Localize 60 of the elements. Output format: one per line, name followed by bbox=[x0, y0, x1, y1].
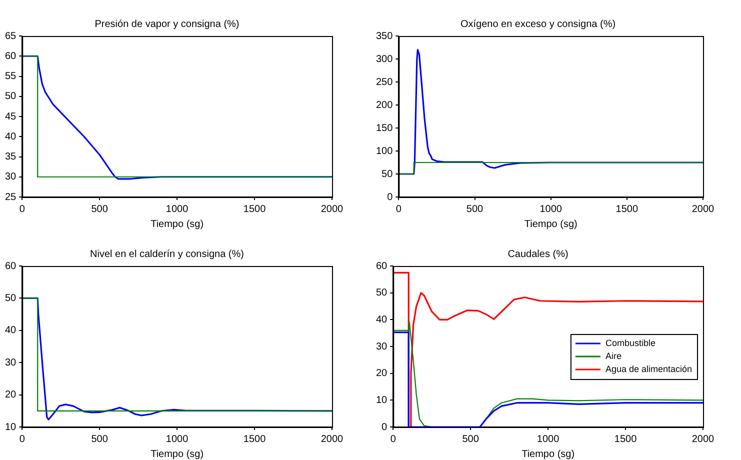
y-tick-label: 30 bbox=[5, 357, 17, 368]
x-axis-title: Tiempo (sg) bbox=[150, 218, 204, 230]
x-axis-title: Tiempo (sg) bbox=[522, 448, 575, 460]
x-tick-label: 1000 bbox=[536, 434, 560, 445]
y-tick-label: 20 bbox=[376, 368, 388, 380]
y-tick-label: 10 bbox=[5, 422, 17, 433]
x-tick-label: 1500 bbox=[614, 434, 638, 445]
chart-title: Oxígeno en exceso y consigna (%) bbox=[460, 18, 616, 30]
chart-title: Caudales (%) bbox=[508, 248, 568, 260]
legend-label: Agua de alimentación bbox=[605, 364, 692, 374]
x-tick-label: 500 bbox=[466, 204, 484, 215]
y-tick-label: 55 bbox=[5, 71, 17, 82]
y-tick-label: 50 bbox=[376, 288, 388, 299]
x-tick-label: 2000 bbox=[692, 204, 715, 215]
x-tick-label: 500 bbox=[91, 434, 108, 445]
y-tick-label: 35 bbox=[5, 152, 17, 162]
y-tick-label: 60 bbox=[376, 260, 388, 272]
x-tick-label: 1000 bbox=[540, 204, 562, 215]
chart-title: Nivel en el calderín y consigna (%) bbox=[90, 248, 244, 260]
y-tick-label: 300 bbox=[376, 54, 394, 65]
y-tick-label: 25 bbox=[5, 192, 17, 203]
y-tick-label: 45 bbox=[5, 111, 17, 122]
x-tick-label: 2000 bbox=[692, 434, 715, 445]
y-tick-label: 50 bbox=[5, 292, 17, 304]
x-tick-label: 1000 bbox=[166, 204, 189, 215]
y-tick-label: 60 bbox=[5, 260, 17, 272]
y-tick-label: 250 bbox=[376, 76, 394, 88]
y-tick-label: 20 bbox=[5, 390, 17, 401]
y-tick-label: 150 bbox=[376, 122, 394, 134]
x-tick-label: 1500 bbox=[243, 434, 266, 445]
legend-label: Combustible bbox=[605, 338, 656, 348]
x-tick-label: 1500 bbox=[616, 204, 638, 215]
y-tick-label: 0 bbox=[382, 422, 388, 433]
y-tick-label: 50 bbox=[5, 91, 17, 102]
chart-title: Presión de vapor y consigna (%) bbox=[94, 18, 240, 30]
y-tick-label: 40 bbox=[5, 131, 17, 142]
y-tick-label: 50 bbox=[382, 168, 394, 180]
y-tick-label: 30 bbox=[376, 341, 388, 352]
x-tick-label: 2000 bbox=[320, 204, 344, 215]
x-tick-label: 1500 bbox=[243, 204, 266, 215]
y-tick-label: 0 bbox=[387, 192, 394, 203]
y-tick-label: 60 bbox=[5, 50, 17, 62]
x-tick-label: 500 bbox=[462, 434, 480, 445]
y-tick-label: 65 bbox=[5, 30, 17, 42]
x-tick-label: 1000 bbox=[166, 434, 189, 445]
y-tick-label: 200 bbox=[376, 100, 394, 111]
x-axis-title: Tiempo (sg) bbox=[524, 218, 578, 230]
x-tick-label: 0 bbox=[19, 434, 26, 445]
y-tick-label: 100 bbox=[376, 146, 394, 157]
y-tick-label: 350 bbox=[376, 30, 394, 42]
y-tick-label: 30 bbox=[5, 172, 17, 183]
x-axis-title: Tiempo (sg) bbox=[150, 448, 204, 460]
legend-label: Aire bbox=[605, 350, 622, 361]
x-tick-label: 0 bbox=[396, 204, 402, 215]
x-tick-label: 2000 bbox=[320, 434, 344, 445]
x-tick-label: 500 bbox=[91, 204, 108, 215]
y-tick-label: 40 bbox=[376, 314, 388, 326]
y-tick-label: 40 bbox=[5, 325, 17, 336]
x-tick-label: 0 bbox=[19, 204, 26, 215]
y-tick-label: 10 bbox=[376, 394, 388, 406]
